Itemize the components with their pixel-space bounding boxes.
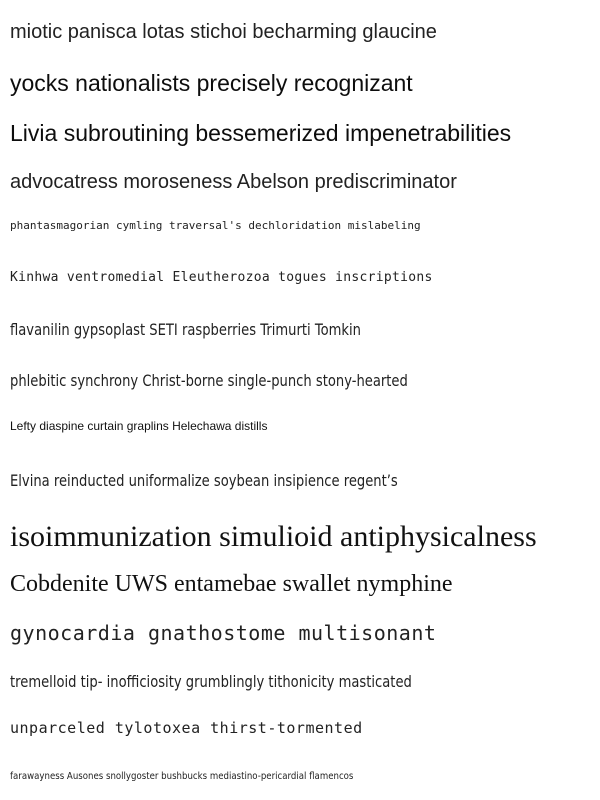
text-line-15: unparceled tylotoxea thirst-tormented: [10, 719, 363, 737]
text-line-8: phlebitic synchrony Christ-borne single-…: [10, 371, 408, 390]
text-line-9: Lefty diaspine curtain graplins Helechaw…: [10, 419, 268, 433]
text-line-12: Cobdenite UWS entamebae swallet nymphine: [10, 571, 453, 597]
text-line-2: yocks nationalists precisely recognizant: [10, 70, 413, 96]
text-line-10: Elvina reinducted uniformalize soybean i…: [10, 471, 398, 490]
text-line-5: phantasmagorian cymling traversal's dech…: [10, 219, 421, 232]
text-line-14: tremelloid tip- inofficiosity grumblingl…: [10, 672, 412, 691]
text-line-6: Kinhwa ventromedial Eleutherozoa togues …: [10, 270, 433, 285]
text-line-16: farawayness Ausones snollygoster bushbuc…: [10, 771, 354, 782]
text-line-13: gynocardia gnathostome multisonant: [10, 621, 437, 645]
text-line-4: advocatress moroseness Abelson prediscri…: [10, 171, 457, 193]
text-line-3: Livia subroutining bessemerized impenetr…: [10, 120, 512, 146]
text-line-7: flavanilin gypsoplast SETI raspberries T…: [10, 320, 361, 339]
text-line-11: isoimmunization simulioid antiphysicalne…: [10, 520, 537, 553]
text-line-1: miotic panisca lotas stichoi becharming …: [10, 21, 437, 43]
